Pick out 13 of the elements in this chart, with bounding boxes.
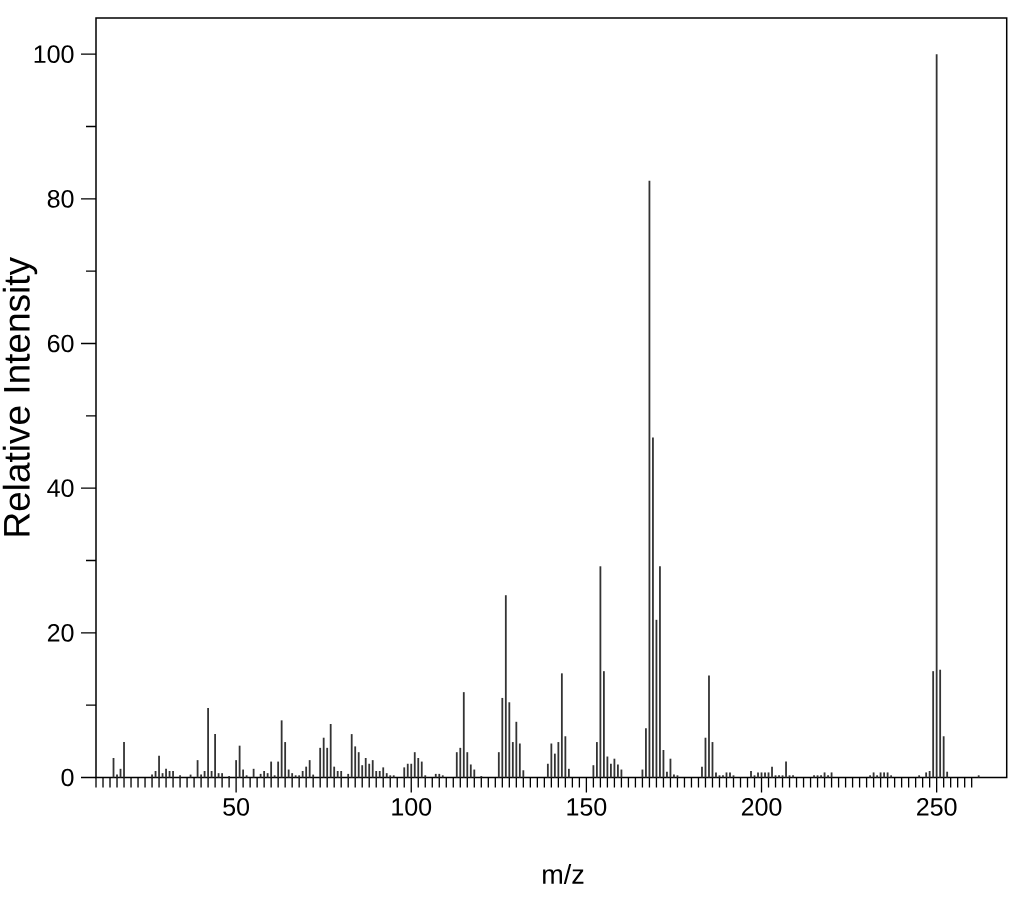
y-tick-label: 40 [47,479,74,498]
y-axis-title: Relative Intensity [2,257,38,536]
y-tick-label: 80 [47,189,74,208]
x-tick-label: 150 [567,798,607,816]
x-tick-label: 100 [392,798,432,816]
y-tick-label: 20 [47,623,74,642]
y-tick-label: 60 [47,334,74,353]
x-axis-title: m/z [543,864,584,884]
x-tick-label: 200 [741,798,782,816]
y-tick-label: 0 [61,768,74,787]
x-tick-label: 250 [917,798,957,816]
x-tick-label: 50 [223,798,250,816]
y-tick-label: 100 [34,45,74,64]
